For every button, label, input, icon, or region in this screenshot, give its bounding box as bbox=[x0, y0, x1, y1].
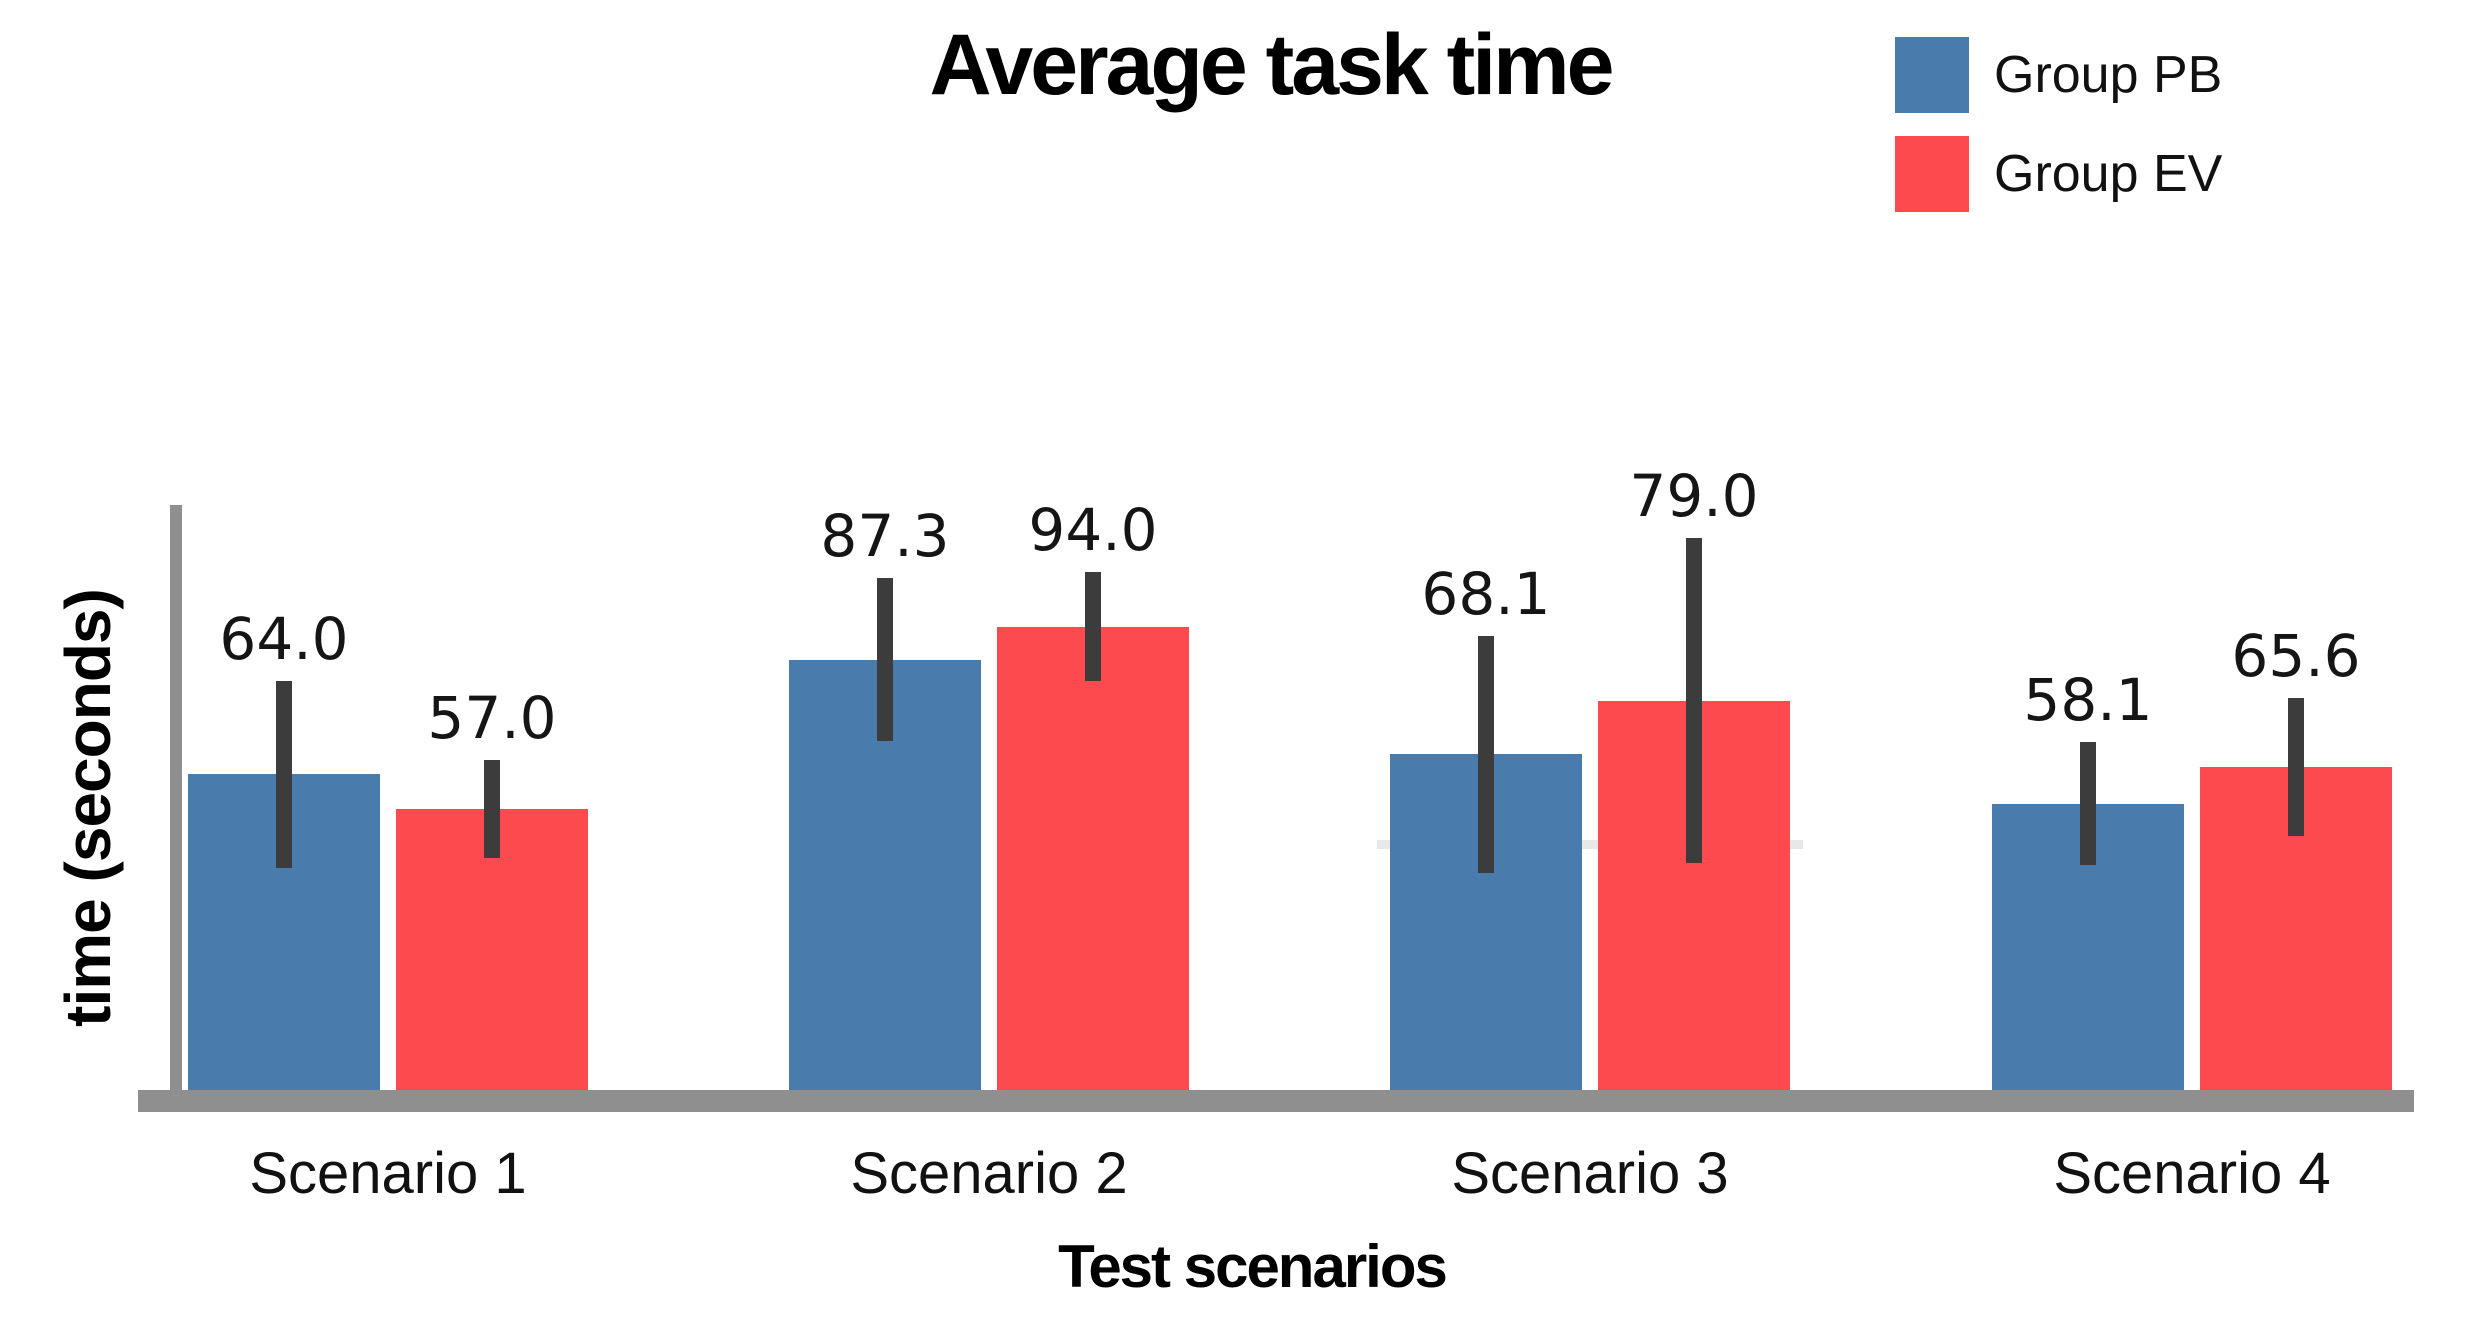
x-tick-label-2: Scenario 2 bbox=[850, 1141, 1128, 1206]
value-label-group-ev-scenario-4: 65.6 bbox=[2231, 621, 2361, 690]
x-axis-label: Test scenarios bbox=[1058, 1233, 1448, 1300]
value-label-group-ev-scenario-3: 79.0 bbox=[1629, 461, 1759, 530]
error-bar-group-ev-scenario-3 bbox=[1686, 537, 1702, 864]
value-label-group-ev-scenario-2: 94.0 bbox=[1028, 496, 1158, 565]
bar-group-ev-scenario-2 bbox=[997, 626, 1189, 1090]
x-tick-label-1: Scenario 1 bbox=[249, 1141, 527, 1206]
value-label-group-pb-scenario-1: 64.0 bbox=[219, 604, 349, 673]
legend-swatch-group-pb bbox=[1895, 37, 1969, 113]
error-bar-group-pb-scenario-1 bbox=[276, 680, 292, 869]
value-label-group-pb-scenario-2: 87.3 bbox=[820, 502, 950, 571]
value-label-group-pb-scenario-3: 68.1 bbox=[1421, 559, 1551, 628]
error-bar-group-pb-scenario-2 bbox=[877, 578, 893, 741]
error-bar-group-ev-scenario-2 bbox=[1085, 572, 1101, 681]
legend-label-group-pb: Group PB bbox=[1994, 46, 2223, 104]
legend-label-group-ev: Group EV bbox=[1994, 145, 2223, 203]
error-bar-group-pb-scenario-3 bbox=[1478, 635, 1494, 873]
x-tick-label-3: Scenario 3 bbox=[1451, 1141, 1729, 1206]
legend-swatch-group-ev bbox=[1895, 136, 1969, 212]
error-bar-group-ev-scenario-1 bbox=[484, 759, 500, 859]
value-label-group-pb-scenario-4: 58.1 bbox=[2023, 665, 2153, 734]
error-bar-group-pb-scenario-4 bbox=[2080, 741, 2096, 866]
x-axis-baseline bbox=[138, 1090, 2414, 1112]
faint-gridline bbox=[1377, 839, 1803, 849]
error-bar-group-ev-scenario-4 bbox=[2288, 697, 2304, 836]
chart-title: Average task time bbox=[929, 17, 1615, 113]
y-axis-label: time (seconds) bbox=[52, 589, 124, 1027]
x-tick-label-4: Scenario 4 bbox=[2053, 1141, 2331, 1206]
y-axis-spine bbox=[170, 505, 182, 1112]
value-label-group-ev-scenario-1: 57.0 bbox=[427, 683, 557, 752]
